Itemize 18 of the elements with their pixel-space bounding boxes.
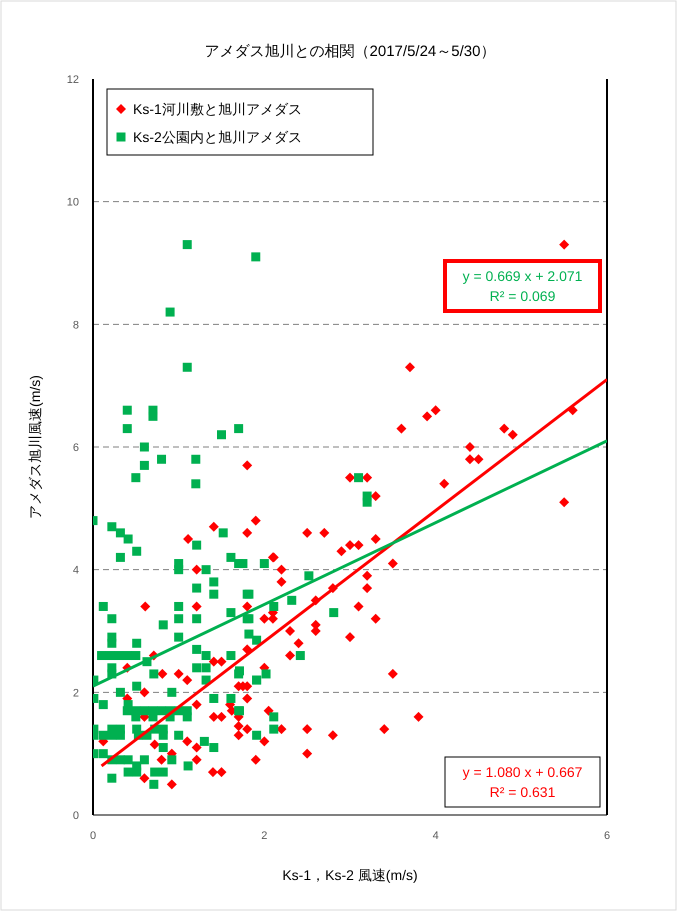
y-tick-label: 8 xyxy=(72,319,79,332)
annotation: y = 1.080 x + 0.667 R² = 0.631 xyxy=(462,764,583,800)
y-tick-label: 0 xyxy=(72,810,79,822)
x-axis-title: Ks-1，Ks-2 風速(m/s) xyxy=(282,867,418,883)
x-tick-label: 0 xyxy=(90,830,96,842)
y-tick-label: 4 xyxy=(72,564,79,577)
y-tick-label: 6 xyxy=(72,442,79,454)
x-tick-label: 4 xyxy=(432,830,439,842)
annotation: y = 0.669 x + 2.071 R² = 0.069 xyxy=(462,268,583,304)
y-axis-title: アメダス旭川風速(m/s) xyxy=(27,375,43,519)
x-tick-label: 6 xyxy=(604,830,610,842)
y-tick-label: 12 xyxy=(66,74,79,86)
y-tick-label: 2 xyxy=(72,687,79,700)
x-tick-label: 2 xyxy=(261,830,268,842)
legend-label: Ks-2公園内と旭川アメダス xyxy=(133,129,302,145)
y-tick-label: 10 xyxy=(66,196,79,209)
legend-label: Ks-1河川敷と旭川アメダス xyxy=(133,101,302,117)
chart-title: アメダス旭川との相関（2017/5/24～5/30） xyxy=(204,43,496,60)
